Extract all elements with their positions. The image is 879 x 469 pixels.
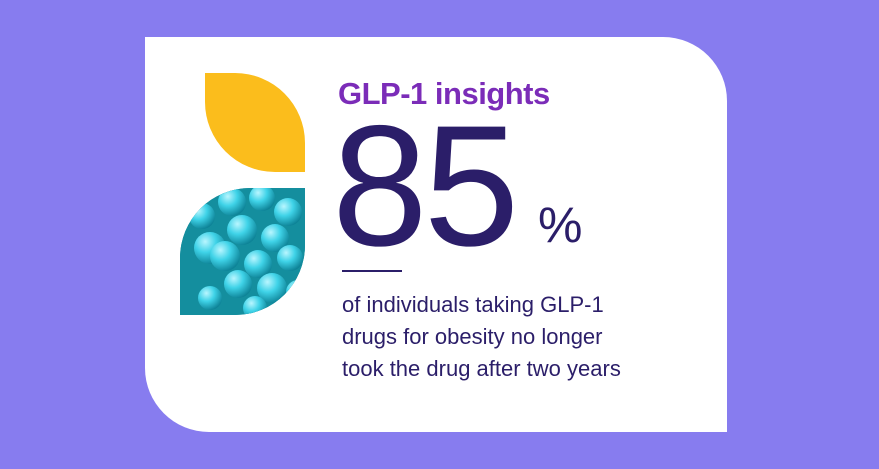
description-line: drugs for obesity no longer [342, 324, 603, 349]
description-line: took the drug after two years [342, 356, 621, 381]
stat-value: 85 [332, 90, 519, 282]
title: GLP-1 insights [338, 76, 550, 111]
spheres-illustration [180, 188, 305, 315]
description-line: of individuals taking GLP-1 [342, 292, 604, 317]
divider [342, 270, 402, 272]
teal-leaf [180, 188, 305, 315]
stat-unit: % [538, 197, 583, 253]
